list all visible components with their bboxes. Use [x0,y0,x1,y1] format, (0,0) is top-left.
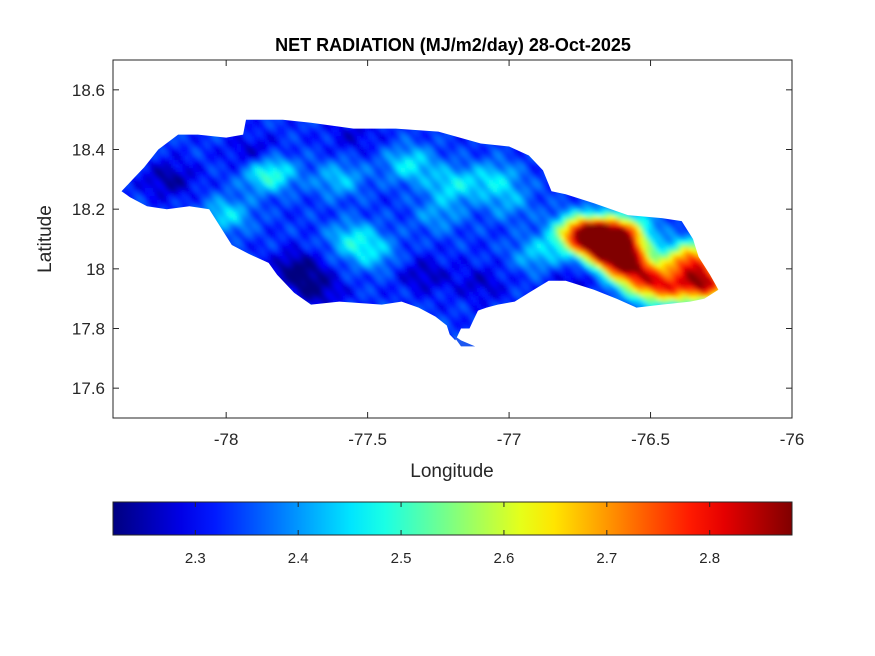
y-tick-label: 17.8 [72,320,105,339]
x-tick-label: -77 [497,430,522,449]
colorbar-tick-label: 2.3 [185,550,206,567]
y-axis: 17.6 17.8 18 18.2 18.4 18.6 [72,81,792,398]
colorbar-tick-label: 2.8 [699,550,720,567]
colorbar-tick-label: 2.4 [288,550,309,567]
x-tick-label: -77.5 [348,430,387,449]
y-tick-label: 17.6 [72,379,105,398]
x-tick-label: -76.5 [631,430,670,449]
colorbar: 2.3 2.4 2.5 2.6 2.7 2.8 [112,501,793,567]
y-tick-label: 18.4 [72,141,105,160]
x-tick-label: -76 [780,430,805,449]
colorbar-ticks: 2.3 2.4 2.5 2.6 2.7 2.8 [185,502,720,567]
y-tick-label: 18.6 [72,81,105,100]
colorbar-tick-label: 2.6 [494,550,515,567]
colorbar-gradient [112,501,793,536]
y-tick-label: 18.2 [72,200,105,219]
x-axis-label: Longitude [410,461,493,482]
y-tick-label: 18 [86,260,105,279]
colorbar-tick-label: 2.5 [391,550,412,567]
coastal-inlet [452,334,476,347]
colorbar-tick-label: 2.7 [596,550,617,567]
x-axis: -78 -77.5 -77 -76.5 -76 [214,60,804,449]
x-tick-label: -78 [214,430,239,449]
chart-title: NET RADIATION (MJ/m2/day) 28-Oct-2025 [275,35,631,55]
y-axis-label: Latitude [35,205,56,273]
plot-area: -78 -77.5 -77 -76.5 -76 17.6 17.8 18 18.2 18.4 18… [72,59,804,449]
